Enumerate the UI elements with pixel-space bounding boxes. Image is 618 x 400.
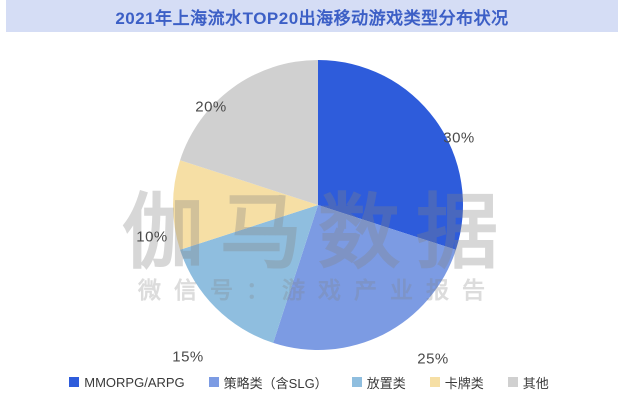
legend-label-idle: 放置类 [366,375,406,391]
pie-chart-area: 伽马数据 微信号：游戏产业报告 30% 25% 15% 10% 20% [0,32,618,400]
legend-swatch-mmorpg [69,377,80,387]
pie-chart [172,60,463,350]
legend-item-idle: 放置类 [351,373,406,392]
legend: MMORPG/ARPG 策略类（含SLG） 放置类 卡牌类 其他 [0,372,618,392]
legend-label-strategy: 策略类（含SLG） [223,375,328,391]
slice-label-idle: 15% [172,348,204,366]
legend-swatch-other [507,377,518,387]
pie-slice-15% [180,205,318,343]
pie-slice-30% [318,60,463,250]
legend-item-card: 卡牌类 [429,373,484,392]
legend-item-strategy: 策略类（含SLG） [208,373,328,392]
legend-label-mmorpg: MMORPG/ARPG [84,374,185,390]
slice-label-other: 20% [195,98,227,116]
legend-label-card: 卡牌类 [444,375,484,391]
slice-label-card: 10% [136,228,168,246]
page-title: 2021年上海流水TOP20出海移动游戏类型分布状况 [115,8,509,28]
pie-slice-25% [273,205,456,350]
legend-item-other: 其他 [507,373,549,392]
legend-swatch-card [429,377,440,387]
slice-label-mmorpg: 30% [443,129,475,147]
legend-item-mmorpg: MMORPG/ARPG [69,374,185,390]
legend-swatch-strategy [208,377,219,387]
pie-slice-20% [180,60,318,205]
title-banner: 2021年上海流水TOP20出海移动游戏类型分布状况 [6,0,618,32]
legend-label-other: 其他 [522,375,549,391]
legend-swatch-idle [351,377,362,387]
slice-label-strategy: 25% [417,350,449,368]
pie-slice-10% [172,160,318,250]
